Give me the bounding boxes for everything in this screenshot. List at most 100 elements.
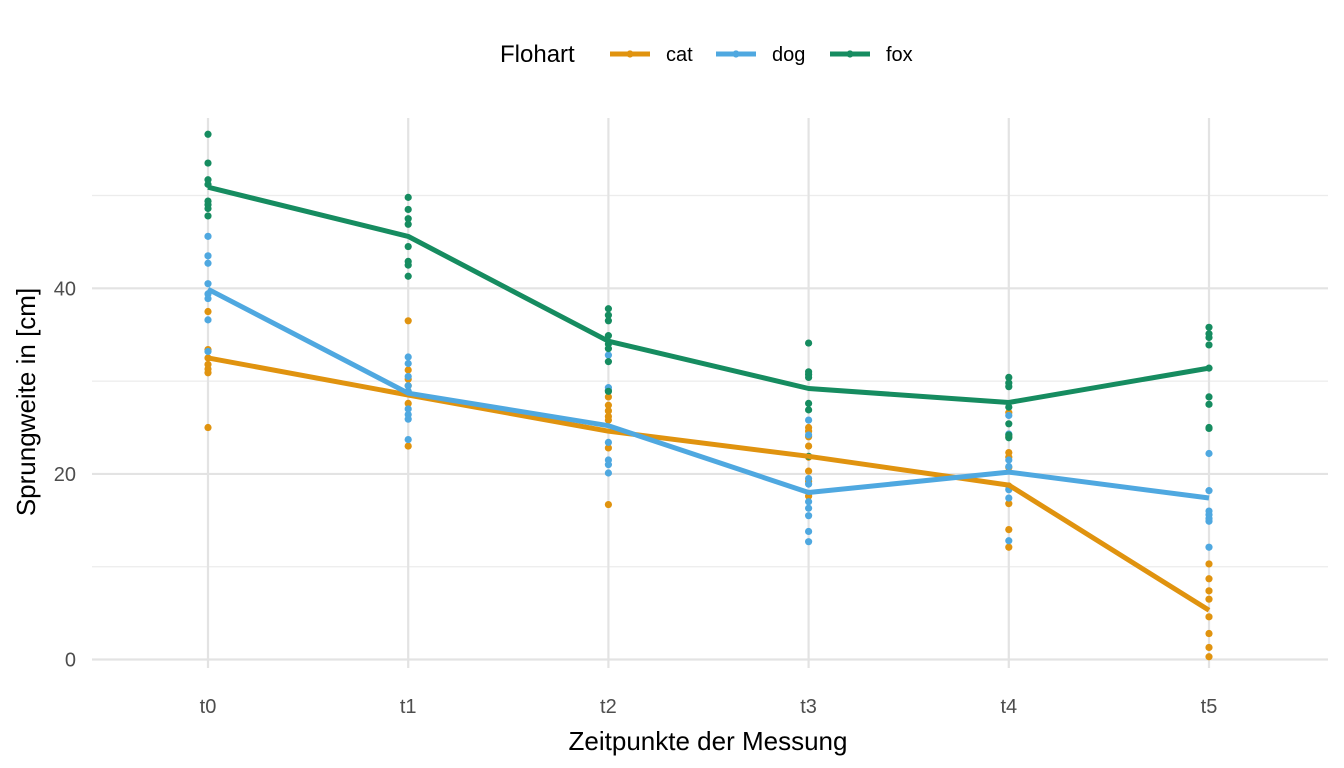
legend-item-cat: cat — [610, 44, 693, 66]
data-point-fox — [404, 261, 412, 269]
data-point-dog — [805, 538, 813, 546]
data-point-cat — [1005, 526, 1013, 534]
series-lines — [206, 184, 1211, 613]
data-point-dog — [204, 347, 212, 356]
data-point-cat — [1205, 587, 1213, 595]
data-point-dog — [204, 316, 212, 324]
data-point-cat — [1005, 500, 1013, 508]
data-point-fox — [604, 305, 613, 313]
series-line-fox — [207, 184, 1210, 405]
data-point-dog — [404, 359, 412, 368]
legend-item-dog: dog — [716, 44, 805, 66]
data-point-fox — [204, 159, 212, 167]
data-point-fox — [1205, 333, 1213, 342]
x-tick-label: t3 — [800, 696, 817, 718]
data-point-cat — [604, 401, 613, 409]
data-point-dog — [805, 480, 813, 488]
data-point-cat — [204, 423, 212, 432]
series-line-cat — [207, 355, 1211, 613]
data-point-fox — [1005, 383, 1013, 391]
data-point-fox — [604, 311, 613, 319]
data-point-fox — [805, 373, 813, 382]
legend-label: fox — [886, 44, 913, 66]
data-point-fox — [204, 204, 212, 213]
data-point-dog — [604, 469, 613, 477]
series-line-dog — [206, 286, 1210, 501]
data-point-cat — [805, 467, 813, 475]
data-point-dog — [805, 527, 813, 536]
data-point-dog — [404, 415, 412, 423]
x-tick-label: t1 — [400, 696, 417, 718]
x-axis-ticks: t0 t1 t2 t3 t4 t5 — [200, 696, 1218, 718]
legend-key-point — [732, 50, 740, 58]
legend-label: dog — [772, 44, 805, 66]
data-point-fox — [404, 193, 412, 201]
y-tick-label: 0 — [65, 650, 76, 672]
data-point-cat — [204, 307, 212, 316]
data-point-cat — [1205, 643, 1213, 652]
data-point-cat — [604, 500, 613, 509]
data-point-fox — [404, 272, 412, 280]
data-point-cat — [604, 407, 613, 415]
legend-item-fox: fox — [830, 44, 913, 66]
data-point-cat — [1005, 543, 1013, 551]
data-point-fox — [404, 220, 412, 228]
data-point-dog — [1005, 494, 1013, 502]
data-point-fox — [805, 339, 813, 347]
data-point-dog — [204, 232, 212, 240]
data-point-fox — [204, 130, 212, 138]
data-point-dog — [404, 382, 412, 390]
data-point-fox — [1205, 400, 1213, 408]
data-point-fox — [805, 406, 813, 414]
data-point-dog — [805, 416, 813, 424]
y-tick-label: 20 — [54, 464, 76, 486]
data-point-fox — [1005, 403, 1013, 411]
data-point-dog — [404, 372, 412, 381]
data-point-dog — [1005, 462, 1013, 471]
data-point-cat — [604, 444, 613, 452]
data-point-dog — [1205, 543, 1213, 551]
data-point-fox — [1005, 434, 1013, 442]
data-point-dog — [1005, 456, 1013, 464]
data-point-fox — [1205, 341, 1213, 349]
data-point-dog — [604, 438, 613, 446]
data-point-cat — [1205, 575, 1213, 583]
y-tick-label: 40 — [54, 278, 76, 300]
data-point-dog — [404, 435, 412, 444]
data-point-dog — [1205, 449, 1213, 458]
data-point-cat — [805, 442, 813, 450]
data-point-dog — [1205, 487, 1213, 495]
data-point-fox — [1205, 323, 1213, 331]
data-point-fox — [805, 399, 813, 407]
data-point-dog — [1005, 537, 1013, 545]
data-point-fox — [1205, 424, 1213, 433]
data-point-dog — [805, 504, 813, 512]
data-point-fox — [404, 242, 412, 251]
legend: Flohart cat dog fox — [500, 41, 913, 68]
data-point-dog — [604, 461, 613, 469]
data-point-dog — [1205, 517, 1213, 525]
x-tick-label: t4 — [1000, 696, 1017, 718]
data-point-cat — [604, 393, 613, 401]
data-points — [204, 130, 1213, 661]
data-point-dog — [805, 498, 813, 506]
x-tick-label: t0 — [200, 696, 217, 718]
data-point-cat — [1205, 629, 1213, 638]
data-point-cat — [1205, 613, 1213, 621]
y-axis-title: Sprungweite in [cm] — [11, 288, 41, 516]
data-point-fox — [404, 215, 412, 223]
data-point-cat — [1205, 653, 1213, 661]
data-point-cat — [404, 442, 412, 450]
data-point-dog — [204, 252, 212, 260]
data-point-fox — [204, 212, 212, 220]
data-point-dog — [805, 512, 813, 520]
legend-label: cat — [666, 44, 693, 66]
data-point-dog — [805, 431, 813, 439]
data-point-cat — [204, 369, 212, 377]
data-point-fox — [604, 345, 613, 353]
data-point-fox — [404, 205, 412, 214]
data-point-cat — [1205, 595, 1213, 603]
data-point-dog — [404, 353, 412, 361]
x-tick-label: t5 — [1201, 696, 1218, 718]
